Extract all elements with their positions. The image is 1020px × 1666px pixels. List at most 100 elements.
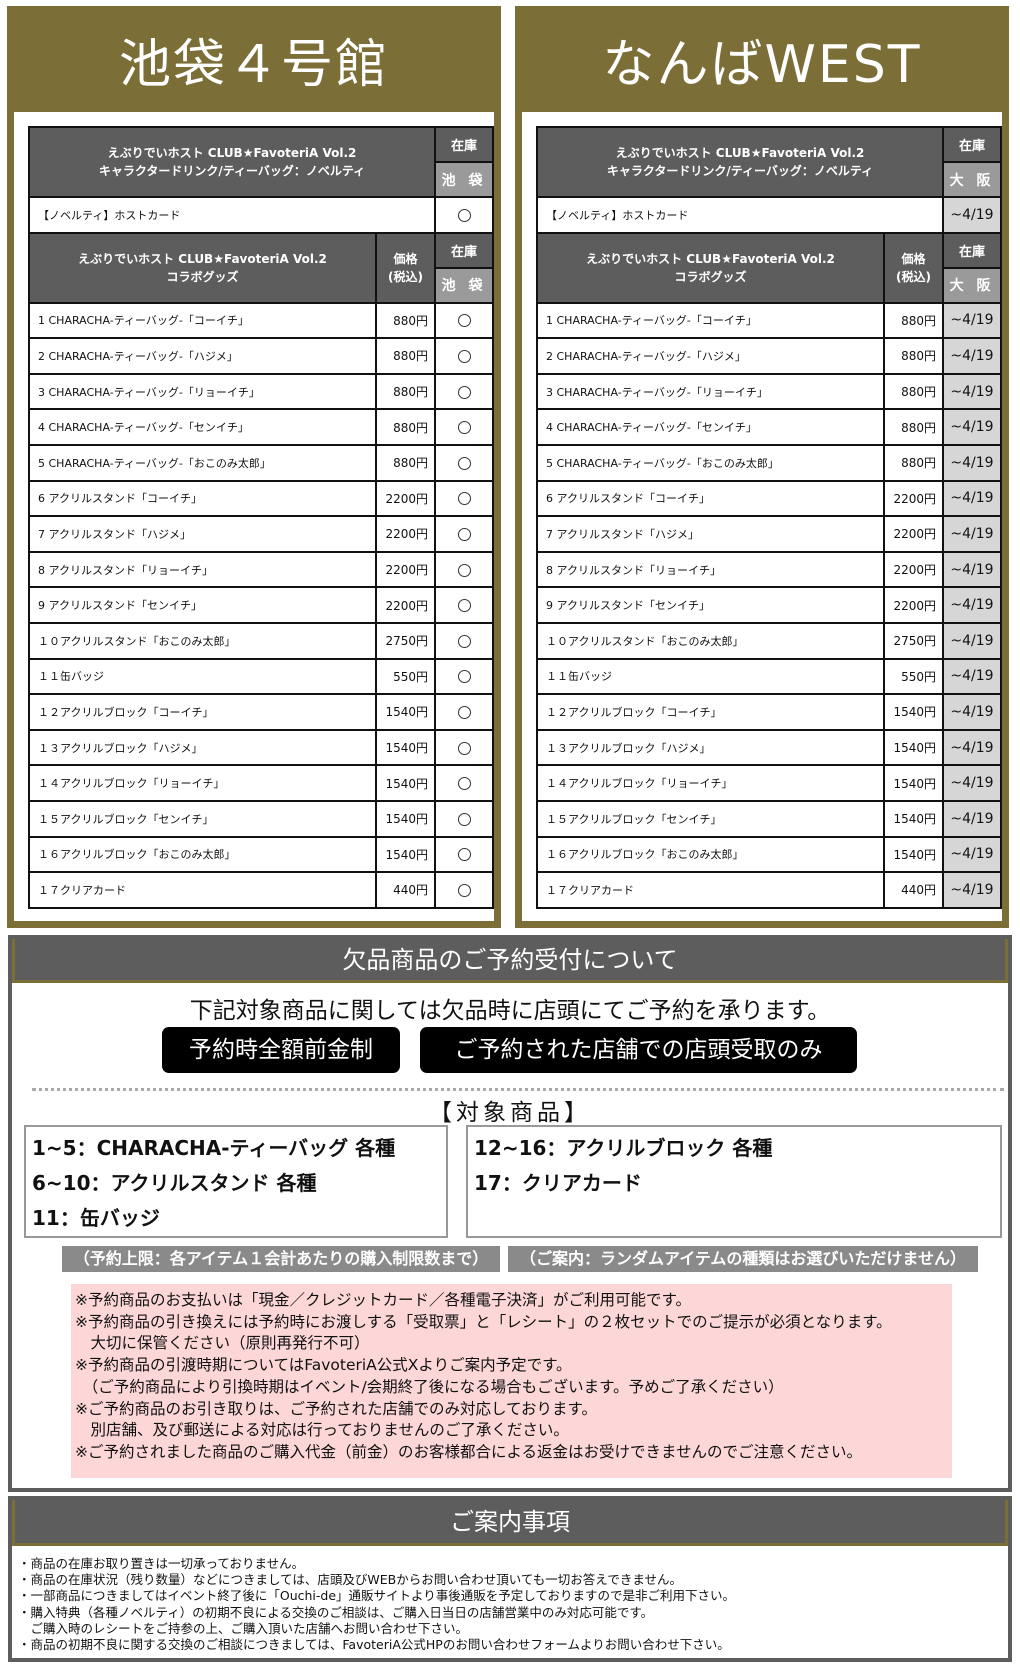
table-row: １２アクリルブロック「コーイチ」 1540円 ~4/19 — [536, 693, 1003, 731]
store-location-label: 池 袋 — [434, 161, 495, 198]
target-item: 11：缶バッジ — [32, 1206, 160, 1230]
in-stock-circle-icon — [457, 563, 471, 577]
stock-date: ~4/19 — [950, 490, 994, 507]
target-box-left: 1~5：CHARACHA-ティーバッグ 各種 6~10：アクリルスタンド 各種 … — [24, 1125, 448, 1238]
target-item: 6~10：アクリルスタンド 各種 — [32, 1171, 317, 1195]
table-row: １０アクリルスタンド「おこのみ太郎」 2750円 ~4/19 — [536, 621, 1003, 660]
table-row: 2 CHARACHA-ティーバッグ-「ハジメ」 880円 ~4/19 — [536, 337, 1003, 375]
stock-cell — [434, 657, 495, 696]
goods-header: えぶりでいホスト CLUB★FavoteriA Vol.2 コラボグッズ — [28, 231, 377, 304]
stock-cell — [434, 693, 495, 731]
reservation-section: 欠品商品のご予約受付について 下記対象商品に関しては欠品時に店頭にてご予約を承り… — [8, 935, 1012, 1492]
item-price: 2750円 — [374, 621, 437, 660]
item-price: 880円 — [882, 408, 945, 446]
table-row: 1 CHARACHA-ティーバッグ-「コーイチ」 880円 — [28, 301, 495, 340]
random-note: （ご案内：ランダムアイテムの種類はお選びいただけません） — [508, 1246, 978, 1272]
header-line: えぶりでいホスト CLUB★FavoteriA Vol.2 — [586, 251, 835, 266]
stock-cell: ~4/19 — [942, 586, 1003, 624]
stock-date: ~4/19 — [950, 347, 994, 364]
item-name: １０アクリルスタンド「おこのみ太郎」 — [536, 621, 885, 660]
note-line: ※予約商品の引き換えには予約時にお渡しする「受取票」と「レシート」の２枚セットで… — [75, 1312, 892, 1331]
item-price: 440円 — [374, 871, 437, 909]
header-line: (税込) — [896, 269, 931, 284]
header-line: 価格 — [393, 251, 418, 266]
novelty-item-name: 【ノベルティ】ホストカード — [27, 196, 437, 234]
target-title: 【対象商品】 — [429, 1100, 591, 1126]
item-name: 4 CHARACHA-ティーバッグ-「センイチ」 — [28, 408, 377, 446]
item-name: 8 アクリルスタンド「リョーイチ」 — [28, 550, 377, 589]
table-row: １３アクリルブロック「ハジメ」 1540円 ~4/19 — [536, 728, 1003, 767]
item-price: 2200円 — [374, 586, 437, 624]
in-stock-circle-icon — [457, 456, 471, 470]
stock-cell — [434, 835, 495, 874]
stock-cell — [434, 408, 495, 446]
stock-cell: ~4/19 — [942, 515, 1003, 553]
table-row: 9 アクリルスタンド「センイチ」 2200円 — [28, 586, 495, 624]
item-name: １１缶バッジ — [28, 657, 377, 696]
item-name: 2 CHARACHA-ティーバッグ-「ハジメ」 — [536, 337, 885, 375]
item-price: 1540円 — [882, 835, 945, 874]
item-price: 880円 — [374, 337, 437, 375]
table-row: １１缶バッジ 550円 — [28, 657, 495, 696]
stock-date: ~4/19 — [950, 668, 994, 685]
item-price: 1540円 — [374, 835, 437, 874]
item-name: 8 アクリルスタンド「リョーイチ」 — [536, 550, 885, 589]
stock-cell — [434, 871, 495, 909]
item-name: 9 アクリルスタンド「センイチ」 — [536, 586, 885, 624]
header-line: コラボグッズ — [674, 269, 747, 284]
item-name: １０アクリルスタンド「おこのみ太郎」 — [28, 621, 377, 660]
table-row: 3 CHARACHA-ティーバッグ-「リョーイチ」 880円 ~4/19 — [536, 372, 1003, 411]
table-row: １６アクリルブロック「おこのみ太郎」 1540円 — [28, 835, 495, 874]
header-line: えぶりでいホスト CLUB★FavoteriA Vol.2 — [107, 146, 357, 160]
store-pickup-badge: ご予約された店舗での店頭受取のみ — [420, 1027, 857, 1073]
item-name: 3 CHARACHA-ティーバッグ-「リョーイチ」 — [28, 372, 377, 411]
stock-cell — [434, 337, 495, 375]
goods-header: えぶりでいホスト CLUB★FavoteriA Vol.2 コラボグッズ — [536, 231, 885, 304]
target-item: 1~5：CHARACHA-ティーバッグ 各種 — [32, 1136, 396, 1160]
item-name: １５アクリルブロック「センイチ」 — [536, 799, 885, 838]
guide-section: ご案内事項 ・商品の在庫お取り置きは一切承っておりません。 ・商品の在庫状況（残り… — [8, 1496, 1012, 1662]
stock-date: ~4/19 — [950, 383, 994, 400]
in-stock-circle-icon — [457, 634, 471, 648]
note-line: ※予約商品のお支払いは「現金／クレジットカード／各種電子決済」がご利用可能です。 — [75, 1291, 691, 1309]
in-stock-circle-icon — [457, 527, 471, 541]
item-price: 2200円 — [374, 550, 437, 589]
item-name: 5 CHARACHA-ティーバッグ-「おこのみ太郎」 — [536, 443, 885, 482]
item-price: 1540円 — [374, 799, 437, 838]
item-name: 3 CHARACHA-ティーバッグ-「リョーイチ」 — [536, 372, 885, 411]
in-stock-circle-icon — [457, 705, 471, 719]
item-name: １３アクリルブロック「ハジメ」 — [536, 728, 885, 767]
in-stock-circle-icon — [457, 670, 471, 684]
item-price: 2200円 — [374, 479, 437, 518]
item-price: 880円 — [374, 301, 437, 340]
item-name: 7 アクリルスタンド「ハジメ」 — [536, 515, 885, 553]
table-row: １２アクリルブロック「コーイチ」 1540円 — [28, 693, 495, 731]
in-stock-circle-icon — [457, 421, 471, 435]
item-name: 6 アクリルスタンド「コーイチ」 — [28, 479, 377, 518]
item-price: 1540円 — [882, 799, 945, 838]
stock-date: ~4/19 — [950, 597, 994, 614]
note-line: 別店舗、及び郵送による対応は行っておりませんのご了承ください。 — [75, 1421, 569, 1440]
table-row: １７クリアカード 440円 ~4/19 — [536, 871, 1003, 909]
target-item: 12~16：アクリルブロック 各種 — [474, 1136, 773, 1160]
guide-line: ご購入時のレシートをご持参の上、ご購入頂いた店舗へお問い合わせ下さい。 — [18, 1620, 469, 1636]
guide-line: ・商品の在庫お取り置きは一切承っておりません。 — [18, 1556, 305, 1571]
in-stock-circle-icon — [457, 741, 471, 755]
stock-date: ~4/19 — [950, 419, 994, 436]
stock-date: ~4/19 — [950, 561, 994, 578]
in-stock-circle-icon — [457, 883, 471, 897]
note-line: （ご予約商品により引換時期はイベント/会期終了後になる場合もございます。予めご了… — [75, 1377, 784, 1396]
stock-cell: ~4/19 — [942, 657, 1003, 696]
item-name: 5 CHARACHA-ティーバッグ-「おこのみ太郎」 — [28, 443, 377, 482]
stock-cell — [434, 728, 495, 767]
table-row: 【ノベルティ】ホストカード — [27, 196, 495, 234]
in-stock-circle-icon — [457, 848, 471, 862]
guide-line: ・商品の在庫状況（残り数量）などにつきましては、店頭及びWEBからお問い合わせ頂… — [18, 1572, 682, 1588]
table-row: １６アクリルブロック「おこのみ太郎」 1540円 ~4/19 — [536, 835, 1003, 874]
target-box-right: 12~16：アクリルブロック 各種 17：クリアカード — [466, 1125, 1002, 1238]
table-row: 8 アクリルスタンド「リョーイチ」 2200円 ~4/19 — [536, 550, 1003, 589]
table-row: １５アクリルブロック「センイチ」 1540円 ~4/19 — [536, 799, 1003, 838]
note-line: ※ご予約されました商品のご購入代金（前金）のお客様都合による返金はお受けできませ… — [75, 1442, 863, 1461]
stock-label: 在庫 — [942, 126, 1003, 163]
item-name: １４アクリルブロック「リョーイチ」 — [28, 764, 377, 802]
